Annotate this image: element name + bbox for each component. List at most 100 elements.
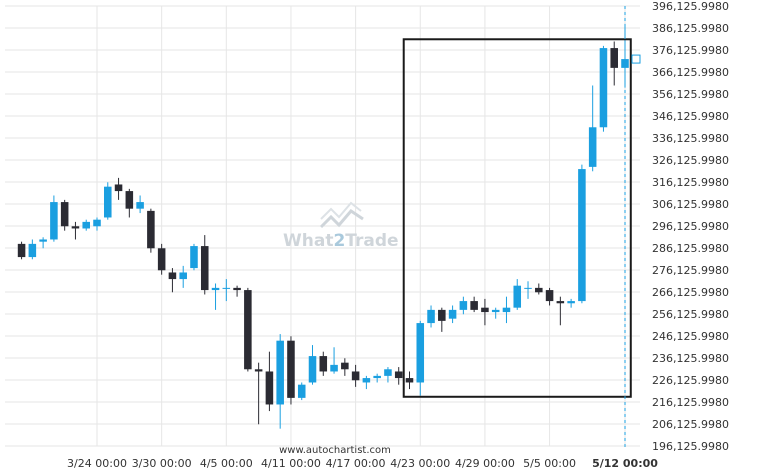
candle-body <box>125 191 134 209</box>
x-axis: 3/24 00:00 3/30 00:00 4/5 00:00 4/11 00:00 4… <box>67 457 658 470</box>
candle-body <box>244 290 252 370</box>
x-tick-label: 4/5 00:00 <box>200 457 253 470</box>
candle <box>556 296 565 326</box>
candle-body <box>384 369 392 376</box>
y-tick-label: 226,125.9980 <box>652 374 729 387</box>
y-tick-label: 256,125.9980 <box>652 308 729 321</box>
candle <box>211 283 220 310</box>
candle-body <box>200 246 209 291</box>
candle <box>545 287 554 306</box>
candle-body <box>610 48 618 68</box>
candle-body <box>28 243 37 258</box>
candle-body <box>93 219 101 227</box>
candle-body <box>147 210 155 249</box>
candle <box>341 358 349 376</box>
candle-body <box>222 287 231 289</box>
candle <box>427 305 435 328</box>
candle <box>491 307 500 319</box>
candle-body <box>233 287 241 291</box>
y-tick-label: 356,125.9980 <box>652 88 729 101</box>
candle-body <box>567 301 575 304</box>
candle <box>39 237 47 249</box>
candle-body <box>351 371 360 381</box>
candle-body <box>373 375 381 379</box>
candle-body <box>535 287 543 293</box>
y-tick-label: 206,125.9980 <box>652 418 729 431</box>
candle-body <box>470 301 478 310</box>
candle <box>60 199 69 231</box>
candle <box>578 164 586 304</box>
candle <box>459 296 468 315</box>
x-tick-label: 4/23 00:00 <box>390 457 450 470</box>
candle-body <box>287 340 295 398</box>
candle-body <box>297 384 306 398</box>
candle-body <box>330 364 338 372</box>
candle-body <box>491 309 500 313</box>
candle-body <box>136 202 144 209</box>
candle <box>71 221 80 240</box>
candle <box>93 217 101 231</box>
y-tick-label: 346,125.9980 <box>652 110 729 123</box>
candle-body <box>588 127 597 167</box>
candle <box>244 287 252 372</box>
y-tick-label: 306,125.9980 <box>652 198 729 211</box>
y-tick-label: 376,125.9980 <box>652 44 729 57</box>
candle-body <box>416 323 425 383</box>
candle-body <box>427 309 435 324</box>
y-tick-label: 316,125.9980 <box>652 176 729 189</box>
candle <box>222 279 231 302</box>
candle-body <box>599 48 608 128</box>
candle <box>416 320 425 396</box>
candle <box>147 208 155 253</box>
watermark-text: What2Trade <box>283 231 399 251</box>
candle-body <box>341 362 349 370</box>
candle-body <box>362 378 371 383</box>
candle-body <box>114 184 123 192</box>
candle-body <box>276 340 284 405</box>
candle <box>190 243 198 271</box>
y-axis: 196,125.9980 206,125.9980 216,125.9980 226,… <box>652 0 729 453</box>
candle <box>50 195 58 242</box>
y-tick-label: 276,125.9980 <box>652 264 729 277</box>
x-tick-label: 4/29 00:00 <box>455 457 515 470</box>
x-tick-label: 4/11 00:00 <box>261 457 321 470</box>
candle-body <box>254 369 263 372</box>
candle-body <box>60 202 69 227</box>
candle <box>330 347 338 374</box>
candle <box>470 296 478 313</box>
candle-body <box>481 307 489 313</box>
candle-body <box>50 202 58 240</box>
x-tick-label: 3/24 00:00 <box>67 457 127 470</box>
y-tick-label: 336,125.9980 <box>652 132 729 145</box>
candle-body <box>513 285 522 308</box>
candle-body <box>578 169 586 302</box>
candle-body <box>524 287 532 289</box>
y-tick-label: 286,125.9980 <box>652 242 729 255</box>
candle <box>588 85 597 172</box>
y-tick-label: 246,125.9980 <box>652 330 729 343</box>
x-tick-label: 3/30 00:00 <box>132 457 192 470</box>
candle <box>535 283 543 295</box>
candle <box>448 305 457 324</box>
candle-body <box>319 356 328 372</box>
candle <box>481 298 489 326</box>
candle <box>276 334 284 429</box>
candle <box>384 367 392 383</box>
candle <box>233 285 241 297</box>
candle-body <box>308 356 317 383</box>
candle <box>17 241 26 260</box>
candle <box>567 298 575 308</box>
candle <box>351 364 360 387</box>
candle <box>28 239 37 260</box>
candle <box>136 195 144 214</box>
candle <box>513 279 522 310</box>
candle-body <box>211 287 220 291</box>
candle <box>168 268 177 293</box>
candle <box>373 373 381 383</box>
candle <box>599 45 608 132</box>
candle-body <box>179 272 187 280</box>
candle <box>114 177 123 200</box>
candle-body <box>71 226 80 229</box>
y-tick-label: 196,125.9980 <box>652 440 729 453</box>
